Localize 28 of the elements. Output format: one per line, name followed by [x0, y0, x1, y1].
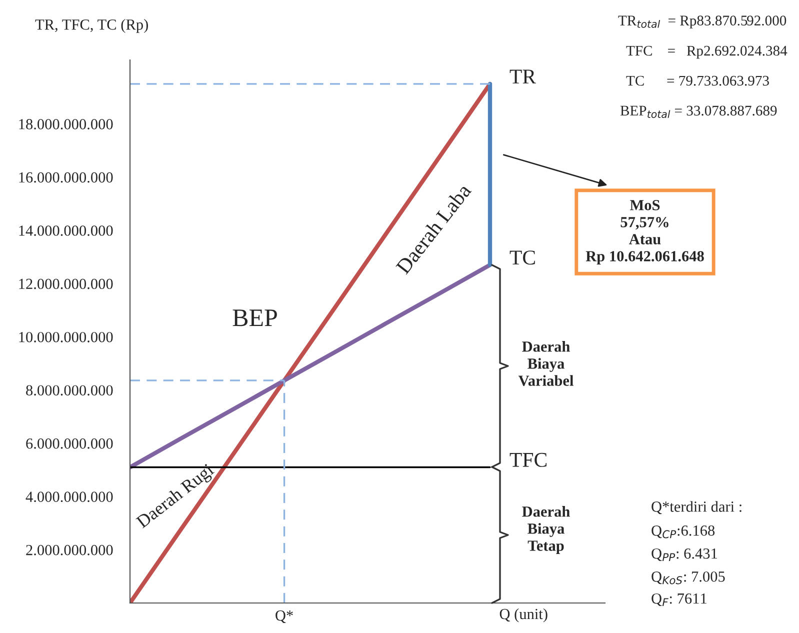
text: Q$_{CP}$:6.168	[652, 525, 715, 538]
text: Daerah Biaya Variabel	[518, 341, 574, 386]
text: Daerah Biaya Tetap	[522, 506, 570, 554]
text: TFC = Rp2.692.024.384	[626, 46, 788, 59]
text: BEP$_{total}$ = 33.078.887.689	[620, 106, 777, 118]
text: Q*terdiri dari :	[652, 501, 742, 514]
x-axis-title: Q (unit)	[500, 608, 548, 622]
text: TR$_{total}$ = Rp83.870.592.000	[618, 16, 786, 28]
y-axis-title: TR, TFC, TC (Rp)	[35, 18, 148, 33]
y-tick-label: 4.000.000.000	[26, 492, 113, 502]
text: MoS 57,57% Atau Rp 10.642.061.648	[586, 200, 704, 264]
y-tick-label: 8.000.000.000	[26, 385, 113, 396]
y-tick-label: 10.000.000.000	[19, 332, 113, 342]
text: Q$_{F}$: 7611	[652, 593, 706, 606]
series-label: TR	[510, 70, 536, 84]
series-label: TFC	[510, 452, 547, 467]
annotation: BEP	[232, 310, 277, 326]
y-tick-label: 18.000.000.000	[19, 119, 113, 130]
y-tick-label: 14.000.000.000	[19, 225, 113, 236]
text: Q*	[276, 610, 293, 624]
series-label: TC	[510, 250, 535, 265]
y-tick-label: 6.000.000.000	[26, 438, 113, 449]
text: Q$_{KoS}$: 7.005	[652, 571, 725, 584]
y-tick-label: 12.000.000.000	[19, 278, 113, 290]
y-tick-label: 16.000.000.000	[19, 172, 113, 183]
text: TC = 79.733.063.973	[626, 76, 769, 86]
y-tick-label: 2.000.000.000	[26, 544, 113, 556]
text: Q$_{PP}$: 6.431	[652, 548, 718, 562]
